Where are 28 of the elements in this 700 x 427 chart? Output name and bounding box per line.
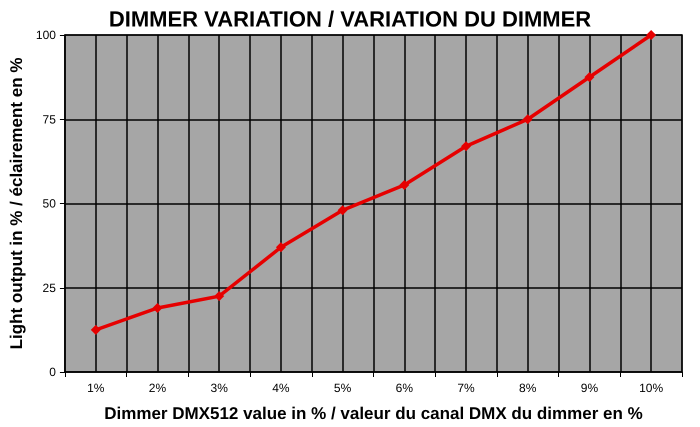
x-tick-label: 4% bbox=[272, 381, 290, 395]
y-tick-label: 50 bbox=[42, 196, 56, 210]
point bbox=[152, 302, 162, 313]
point bbox=[522, 114, 533, 124]
chart-title: DIMMER VARIATION / VARIATION DU DIMMER bbox=[108, 6, 592, 32]
y-tick-label: 75 bbox=[42, 112, 56, 126]
point bbox=[399, 180, 410, 190]
x-tick-label: 6% bbox=[396, 381, 414, 395]
point bbox=[584, 72, 594, 82]
y-tick-label: 100 bbox=[36, 28, 56, 42]
x-tick-label: 9% bbox=[580, 381, 598, 395]
x-tick-label: 5% bbox=[334, 381, 352, 395]
x-tick-label: 10% bbox=[639, 381, 664, 395]
y-axis-title: Light output in % / éclairement en % bbox=[7, 58, 26, 350]
x-tick-label: 3% bbox=[210, 381, 228, 395]
y-tick-label: 0 bbox=[49, 365, 56, 379]
point bbox=[90, 324, 101, 335]
x-tick-label: 7% bbox=[457, 381, 476, 395]
point bbox=[646, 30, 656, 40]
point bbox=[338, 205, 348, 216]
point bbox=[461, 141, 472, 152]
x-axis-title: Dimmer DMX512 value in % / valeur du canal DMX du dimmer en % bbox=[104, 404, 643, 423]
point bbox=[214, 291, 224, 302]
point bbox=[276, 242, 286, 252]
x-tick-label: 2% bbox=[148, 381, 166, 395]
x-tick-label: 1% bbox=[87, 381, 105, 395]
x-tick-label: 8% bbox=[519, 381, 537, 395]
y-tick-label: 25 bbox=[42, 280, 56, 295]
